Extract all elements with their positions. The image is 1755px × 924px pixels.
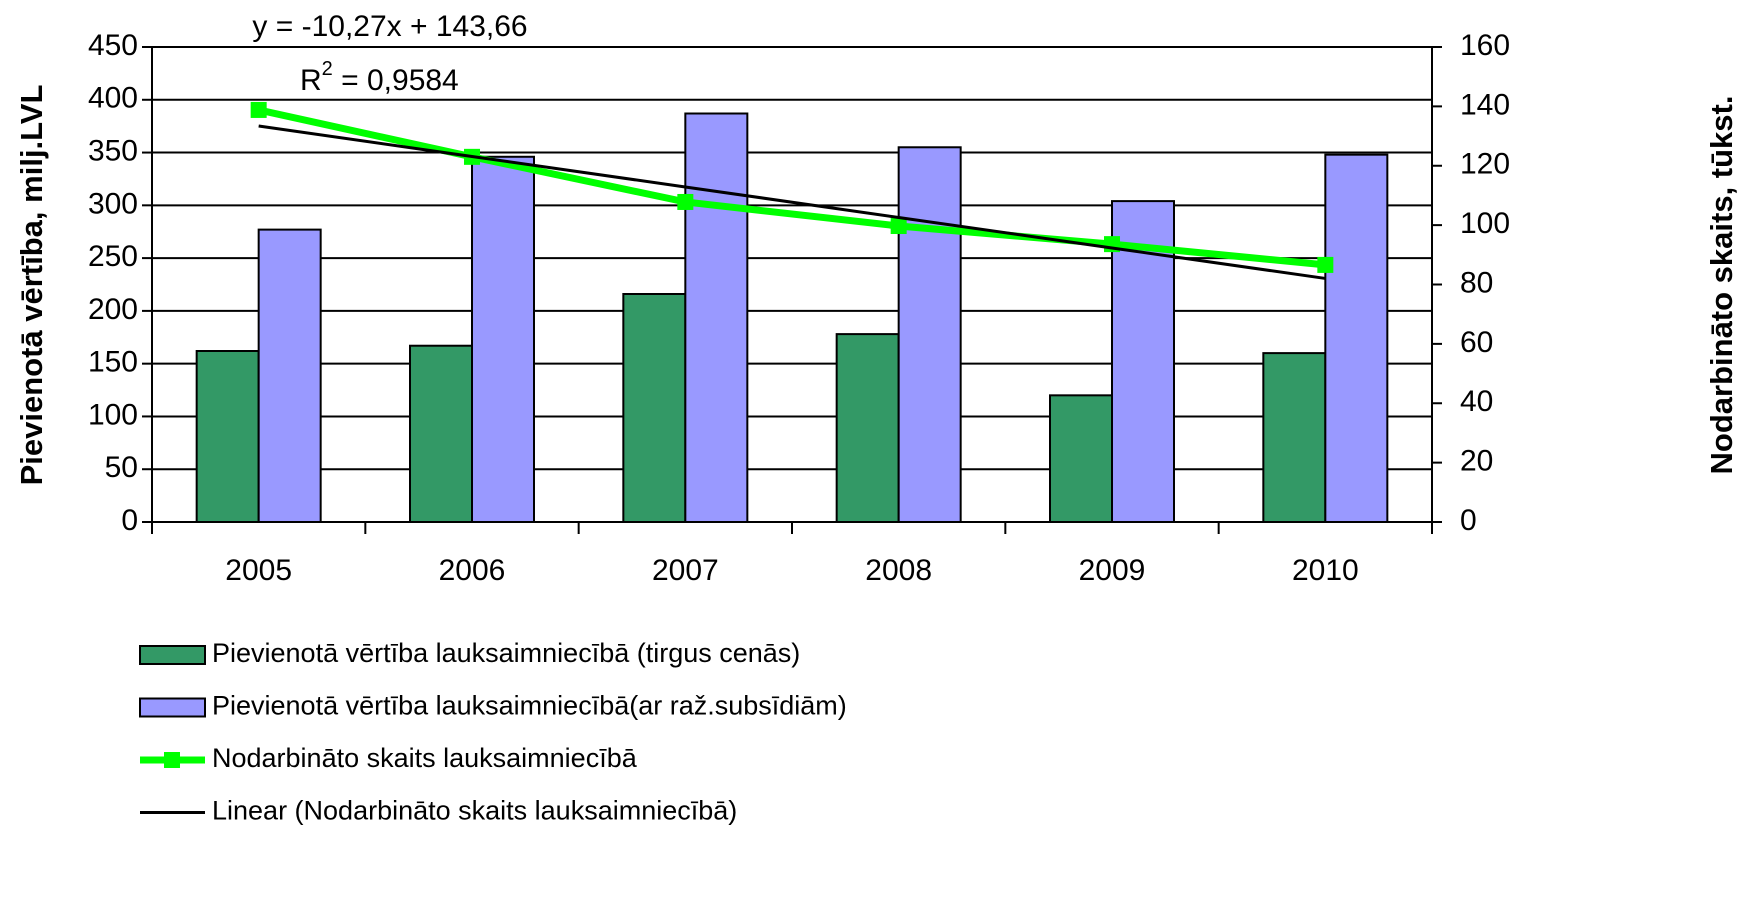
x-tick-label: 2005 (225, 554, 292, 587)
y-tick-label: 450 (88, 29, 138, 62)
y2-tick-label: 0 (1460, 504, 1477, 537)
bar (1049, 394, 1113, 524)
y2-tick-label: 20 (1460, 445, 1493, 478)
y2-tick-label: 60 (1460, 326, 1493, 359)
y2-tick-label: 160 (1460, 29, 1510, 62)
equation: y = -10,27x + 143,66 (252, 10, 527, 43)
marker (890, 218, 907, 235)
bar (1262, 352, 1327, 523)
x-tick-label: 2008 (865, 554, 932, 587)
bar (471, 155, 535, 523)
bar (195, 350, 260, 523)
x-tick-label: 2009 (1079, 554, 1146, 587)
y-tick-label: 250 (88, 240, 138, 273)
sup: 2 (322, 58, 333, 80)
legend-swatch (139, 645, 206, 665)
bar (1324, 153, 1389, 524)
r-squared: R2 = 0,9584 (300, 58, 459, 97)
x-tick-label: 2007 (652, 554, 719, 587)
bar (622, 293, 687, 523)
bar (684, 112, 749, 523)
y-tick-label: 200 (88, 293, 138, 326)
legend-label: Pievienotā vērtība lauksaimniecībā(ar ra… (212, 691, 847, 721)
trend-line (258, 124, 1326, 280)
y2-tick-label: 140 (1460, 88, 1510, 121)
y2-tick-label: 100 (1460, 207, 1510, 240)
marker (1317, 256, 1334, 273)
legend-swatch (139, 697, 206, 718)
y-tick-label: 150 (88, 346, 138, 379)
y-tick-label: 50 (105, 451, 138, 484)
y-tick-label: 0 (121, 504, 138, 537)
y-tick-label: 350 (88, 134, 138, 167)
legend-label: Pievienotā vērtība lauksaimniecībā (tirg… (212, 638, 800, 668)
y-tick-label: 100 (88, 398, 138, 431)
bar (257, 228, 322, 523)
legend-label: Nodarbināto skaits lauksaimniecībā (212, 743, 638, 773)
y-axis-title: Pievienotā vērtība, milj.LVL (14, 85, 49, 486)
marker (250, 101, 267, 118)
y2-tick-label: 40 (1460, 385, 1493, 418)
bar (897, 146, 962, 523)
bar (409, 344, 473, 523)
r-value: = 0,9584 (333, 64, 459, 97)
r: R (300, 64, 322, 97)
x-tick-label: 2006 (439, 554, 506, 587)
legend-marker (164, 752, 180, 768)
legend-label: Linear (Nodarbināto skaits lauksaimniecī… (212, 796, 737, 826)
y2-tick-label: 120 (1460, 148, 1510, 181)
y2-tick-label: 80 (1460, 266, 1493, 299)
y2-axis-title: Nodarbināto skaits, tūkst. (1704, 96, 1739, 475)
y-tick-label: 400 (88, 82, 138, 115)
series-line (257, 106, 1326, 269)
y-tick-label: 300 (88, 187, 138, 220)
x-tick-label: 2010 (1292, 554, 1359, 587)
marker (677, 193, 694, 210)
bar (835, 333, 900, 523)
